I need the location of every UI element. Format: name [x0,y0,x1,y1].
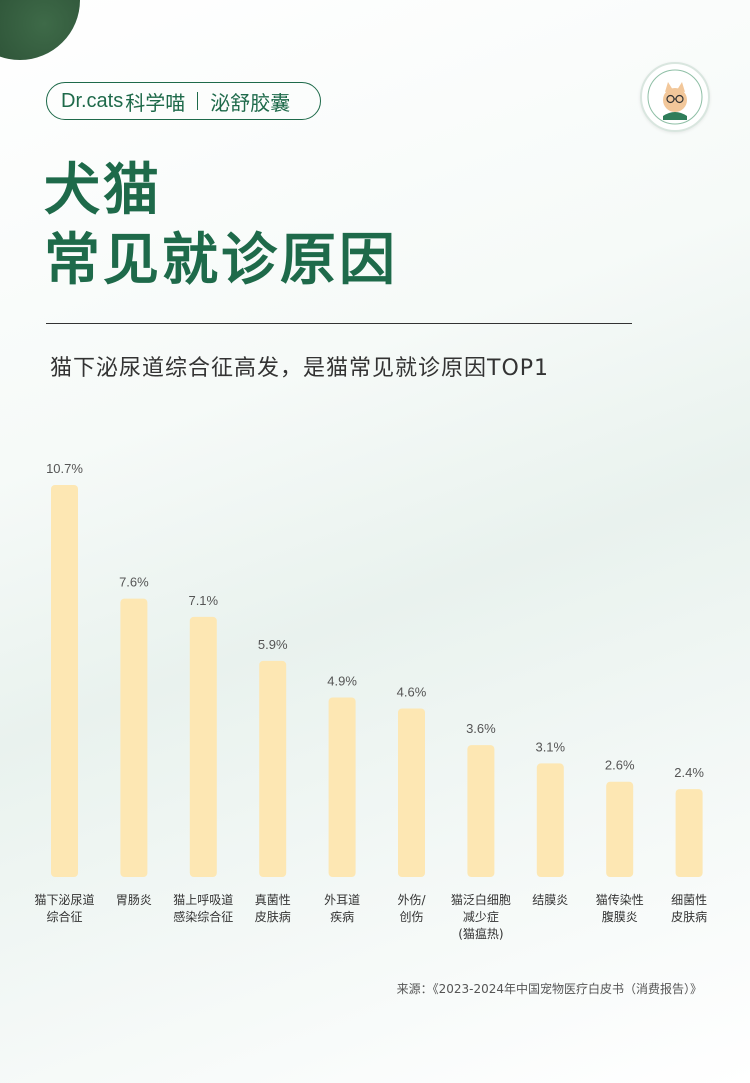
category-label-7-0: 结膜炎 [532,893,568,907]
bar-9 [675,789,703,877]
value-label-2: 7.1% [188,593,218,608]
brand-separator [197,92,199,110]
category-label-8-0: 猫传染性 [596,892,644,907]
category-label-2-1: 感染综合征 [173,909,233,924]
value-label-6: 3.6% [466,721,496,736]
bar-1 [120,598,148,877]
brand-logo-badge [640,62,710,132]
category-label-0-0: 猫下泌尿道 [34,893,94,907]
bar-2 [189,616,217,877]
brand-sub: 科学喵 [125,90,186,115]
bar-0 [51,485,78,877]
value-label-3: 5.9% [258,637,288,652]
category-label-0-1: 综合征 [46,909,82,924]
bar-3 [259,660,287,877]
category-label-2-0: 猫上呼吸道 [173,893,233,907]
category-label-9-0: 细菌性 [671,893,707,907]
value-label-0: 10.7% [46,461,83,476]
bar-8 [606,781,634,877]
category-label-9-1: 皮肤病 [671,909,707,924]
brand-pill: Dr.cats 科学喵 泌舒胶囊 [46,82,321,120]
cat-doctor-icon [647,69,703,125]
category-label-6-0: 猫泛白细胞 [451,892,511,907]
category-label-4-0: 外耳道 [324,893,360,907]
value-label-9: 2.4% [674,765,704,780]
category-label-6-1: 减少症 [463,909,499,924]
source-note: 来源：《2023-2024年中国宠物医疗白皮书（消费报告）》 [396,982,702,996]
bar-6 [467,745,495,877]
category-label-1-0: 胃肠炎 [116,893,152,907]
category-label-8-1: 腹膜炎 [602,910,638,924]
category-label-3-0: 真菌性 [255,893,291,907]
value-label-7: 3.1% [535,739,565,754]
value-label-4: 4.9% [327,673,357,688]
value-label-5: 4.6% [397,684,427,699]
bar-4 [328,697,356,877]
page-title-line2: 常见就诊原因 [44,228,398,293]
subtitle: 猫下泌尿道综合征高发，是猫常见就诊原因TOP1 [50,356,550,381]
category-label-5-1: 创伤 [399,910,423,924]
category-label-6-2: (猫瘟热) [458,926,503,940]
category-label-5-0: 外伤/ [397,893,426,907]
bar-5 [398,708,425,877]
brand-product: 泌舒胶囊 [210,90,291,115]
value-label-1: 7.6% [119,575,149,590]
brand-name: Dr.cats [61,89,124,112]
leaf-decoration [0,0,80,60]
category-label-4-1: 疾病 [330,909,354,924]
page-title-line1: 犬猫 [44,158,162,223]
title-divider [46,323,632,324]
bar-7 [536,763,564,877]
value-label-8: 2.6% [605,758,635,773]
category-label-3-1: 皮肤病 [255,909,291,924]
